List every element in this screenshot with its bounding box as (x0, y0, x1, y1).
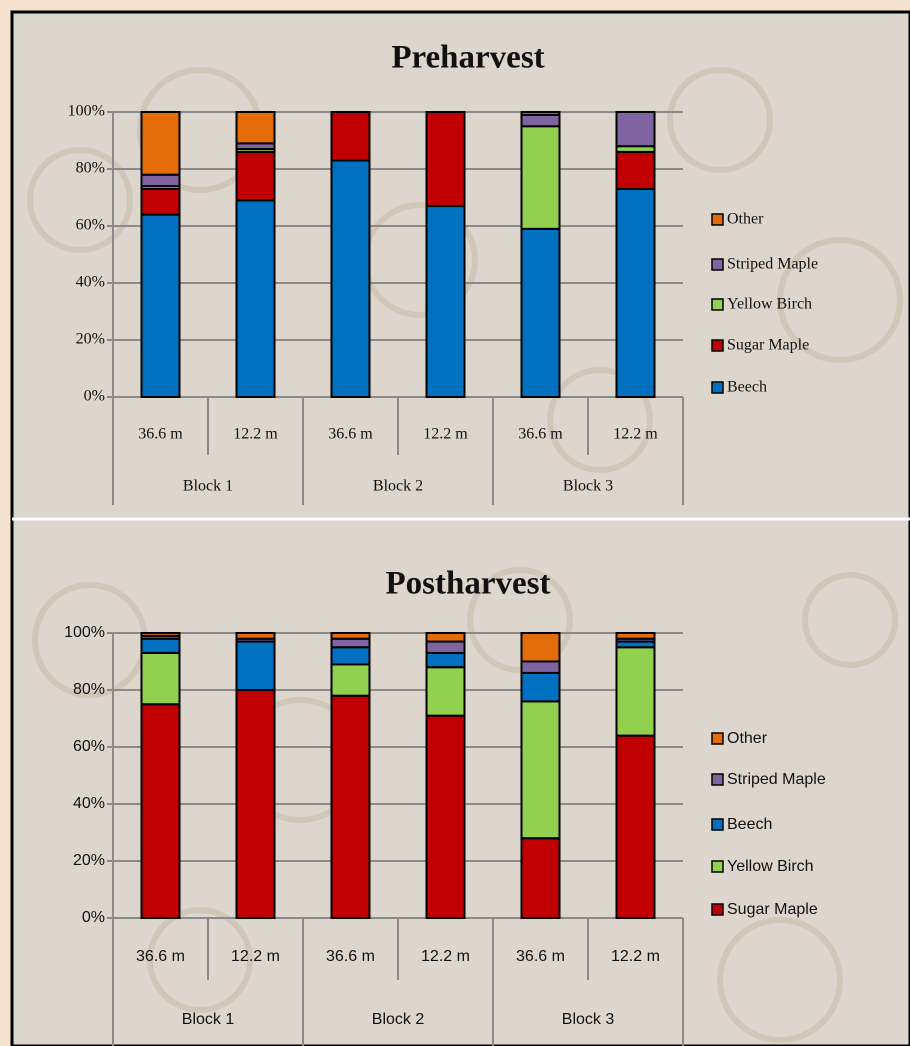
x-tick-label: 36.6 m (516, 948, 565, 965)
bar-segment (140, 173, 181, 188)
bar-segment (425, 205, 466, 398)
y-tick-label: 20% (76, 331, 105, 348)
bar-segment (520, 660, 561, 674)
group-label: Block 1 (182, 1011, 235, 1028)
legend-swatch (711, 298, 724, 311)
x-tick-label: 36.6 m (138, 426, 183, 443)
legend-label: Other (727, 730, 768, 747)
bar-segment (425, 651, 466, 669)
legend-swatch (711, 860, 724, 873)
bar-segment (140, 632, 181, 637)
group-label: Block 2 (372, 1011, 425, 1028)
bar-segment (235, 640, 276, 691)
legend-swatch (711, 213, 724, 226)
bar-segment (235, 689, 276, 919)
bar-segment (235, 111, 276, 145)
y-tick-label: 40% (73, 795, 105, 812)
bar-segment (330, 694, 371, 920)
x-tick-label: 12.2 m (421, 948, 470, 965)
bar-segment (520, 700, 561, 840)
bar-segment (140, 213, 181, 398)
bar-segment (235, 150, 276, 202)
bar-segment (520, 671, 561, 703)
bar-segment (330, 663, 371, 697)
bar-segment (520, 113, 561, 128)
bar-segment (140, 651, 181, 706)
bar-segment (330, 637, 371, 649)
legend-label: Sugar Maple (727, 337, 809, 354)
legend-label: Yellow Birch (727, 858, 814, 875)
legend-swatch (711, 818, 724, 831)
chart-title: Postharvest (386, 566, 551, 602)
bar-segment (425, 640, 466, 654)
bar-segment (425, 666, 466, 717)
bar-segment (140, 703, 181, 919)
bar-segment (520, 111, 561, 116)
bar-segment (330, 111, 371, 162)
legend-swatch (711, 773, 724, 786)
x-tick-label: 12.2 m (423, 426, 468, 443)
bar-segment (615, 734, 656, 919)
legend-label: Beech (727, 816, 772, 833)
bar-segment (425, 714, 466, 920)
y-tick-label: 100% (64, 624, 105, 641)
group-label: Block 3 (563, 478, 613, 495)
y-tick-label: 100% (68, 103, 105, 120)
legend-swatch (711, 339, 724, 352)
x-tick-label: 36.6 m (326, 948, 375, 965)
legend-label: Beech (727, 379, 767, 396)
bar-segment (330, 632, 371, 640)
x-tick-label: 12.2 m (231, 948, 280, 965)
bar-segment (425, 111, 466, 208)
bar-segment (615, 187, 656, 398)
legend-swatch (711, 381, 724, 394)
y-tick-label: 80% (76, 160, 105, 177)
bar-segment (520, 227, 561, 398)
legend-swatch (711, 903, 724, 916)
legend-swatch (711, 258, 724, 271)
legend-swatch (711, 732, 724, 745)
legend-label: Striped Maple (727, 256, 818, 273)
legend-label: Yellow Birch (727, 296, 812, 313)
bar-segment (615, 646, 656, 737)
bar-segment (330, 646, 371, 666)
y-tick-label: 40% (76, 274, 105, 291)
bar-segment (615, 632, 656, 640)
x-tick-label: 12.2 m (613, 426, 658, 443)
x-tick-label: 36.6 m (136, 948, 185, 965)
y-tick-label: 20% (73, 852, 105, 869)
y-tick-label: 80% (73, 681, 105, 698)
x-tick-label: 36.6 m (518, 426, 563, 443)
group-label: Block 2 (373, 478, 423, 495)
bar-segment (140, 637, 181, 654)
bar-segment (140, 187, 181, 216)
x-tick-label: 12.2 m (233, 426, 278, 443)
bar-segment (140, 111, 181, 176)
bar-segment (520, 632, 561, 663)
bar-segment (425, 632, 466, 643)
chart-title: Preharvest (391, 40, 544, 76)
legend-label: Sugar Maple (727, 901, 818, 918)
bar-segment (520, 125, 561, 230)
group-label: Block 3 (562, 1011, 615, 1028)
x-tick-label: 12.2 m (611, 948, 660, 965)
y-tick-label: 0% (82, 909, 105, 926)
bar-segment (615, 150, 656, 190)
legend-label: Other (727, 211, 764, 228)
y-tick-label: 60% (76, 217, 105, 234)
bar-segment (330, 159, 371, 398)
group-label: Block 1 (183, 478, 233, 495)
y-tick-label: 60% (73, 738, 105, 755)
legend-label: Striped Maple (727, 771, 826, 788)
y-tick-label: 0% (84, 388, 105, 405)
bar-segment (235, 632, 276, 640)
bar-segment (520, 837, 561, 920)
x-tick-label: 36.6 m (328, 426, 373, 443)
bar-segment (615, 111, 656, 148)
bar-segment (235, 199, 276, 398)
